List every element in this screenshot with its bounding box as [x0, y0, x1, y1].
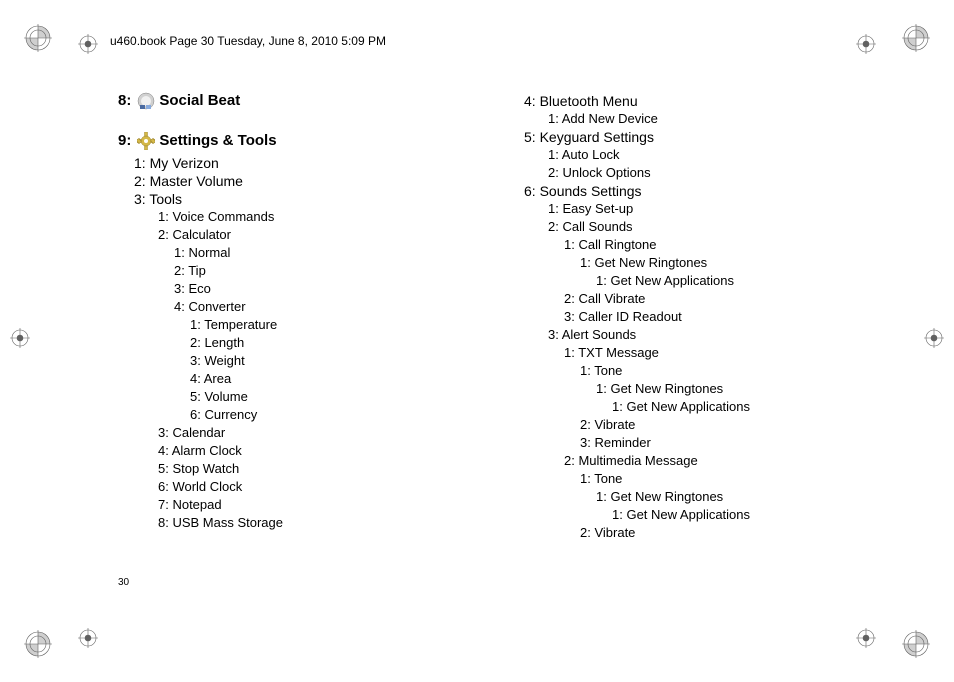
item-get-new-ringtones-1: 1: Get New Ringtones — [580, 254, 868, 272]
item-call-vibrate: 2: Call Vibrate — [564, 290, 868, 308]
section-9-heading: 9: Settings & Tools — [118, 132, 428, 150]
item-bluetooth-menu: 4: Bluetooth Menu — [524, 92, 868, 110]
crop-mark-br-inner — [856, 628, 876, 648]
crop-mark-bl-inner — [78, 628, 98, 648]
left-column: 8: Social Beat 9: Settings & Tools 1: My… — [118, 92, 428, 532]
item-keyguard-settings: 5: Keyguard Settings — [524, 128, 868, 146]
crop-mark-br — [902, 630, 930, 658]
item-easy-setup: 1: Easy Set-up — [548, 200, 868, 218]
item-txt-tone: 1: Tone — [580, 362, 868, 380]
item-alert-sounds: 3: Alert Sounds — [548, 326, 868, 344]
crop-mark-tl — [24, 24, 52, 52]
item-calendar: 3: Calendar — [158, 424, 428, 442]
crop-mark-bl — [24, 630, 52, 658]
crop-mark-tr — [902, 24, 930, 52]
settings-gear-icon — [137, 132, 155, 150]
social-beat-icon — [137, 92, 155, 110]
item-auto-lock: 1: Auto Lock — [548, 146, 868, 164]
item-txt-message: 1: TXT Message — [564, 344, 868, 362]
item-world-clock: 6: World Clock — [158, 478, 428, 496]
item-calculator: 2: Calculator — [158, 226, 428, 244]
crop-mark-tr-inner — [856, 34, 876, 54]
right-column: 4: Bluetooth Menu 1: Add New Device 5: K… — [508, 92, 868, 542]
item-calc-normal: 1: Normal — [174, 244, 428, 262]
item-get-new-ringtones-3: 1: Get New Ringtones — [596, 488, 868, 506]
item-caller-id-readout: 3: Caller ID Readout — [564, 308, 868, 326]
item-unlock-options: 2: Unlock Options — [548, 164, 868, 182]
item-get-new-applications-1: 1: Get New Applications — [596, 272, 868, 290]
item-master-volume: 2: Master Volume — [134, 172, 428, 190]
item-conv-volume: 5: Volume — [190, 388, 428, 406]
item-call-sounds: 2: Call Sounds — [548, 218, 868, 236]
item-add-new-device: 1: Add New Device — [548, 110, 868, 128]
item-multimedia-message: 2: Multimedia Message — [564, 452, 868, 470]
item-conv-temperature: 1: Temperature — [190, 316, 428, 334]
item-get-new-applications-2: 1: Get New Applications — [612, 398, 868, 416]
page-number: 30 — [118, 577, 129, 588]
item-alarm-clock: 4: Alarm Clock — [158, 442, 428, 460]
header-text: u460.book Page 30 Tuesday, June 8, 2010 … — [110, 34, 386, 48]
item-txt-vibrate: 2: Vibrate — [580, 416, 868, 434]
item-tools: 3: Tools — [134, 190, 428, 208]
item-conv-length: 2: Length — [190, 334, 428, 352]
item-conv-currency: 6: Currency — [190, 406, 428, 424]
section-9-number: 9: — [118, 132, 131, 150]
section-8-number: 8: — [118, 92, 131, 110]
crop-mark-tl-inner — [78, 34, 98, 54]
item-stop-watch: 5: Stop Watch — [158, 460, 428, 478]
item-get-new-ringtones-2: 1: Get New Ringtones — [596, 380, 868, 398]
item-calc-eco: 3: Eco — [174, 280, 428, 298]
section-9-title: Settings & Tools — [159, 132, 276, 150]
item-calc-tip: 2: Tip — [174, 262, 428, 280]
section-8-heading: 8: Social Beat — [118, 92, 428, 110]
item-call-ringtone: 1: Call Ringtone — [564, 236, 868, 254]
section-8-title: Social Beat — [159, 92, 240, 110]
item-get-new-applications-3: 1: Get New Applications — [612, 506, 868, 524]
item-txt-reminder: 3: Reminder — [580, 434, 868, 452]
item-calc-converter: 4: Converter — [174, 298, 428, 316]
item-my-verizon: 1: My Verizon — [134, 154, 428, 172]
item-mm-vibrate: 2: Vibrate — [580, 524, 868, 542]
crop-mark-mr — [924, 328, 944, 348]
item-conv-area: 4: Area — [190, 370, 428, 388]
item-sounds-settings: 6: Sounds Settings — [524, 182, 868, 200]
item-mm-tone: 1: Tone — [580, 470, 868, 488]
item-notepad: 7: Notepad — [158, 496, 428, 514]
item-conv-weight: 3: Weight — [190, 352, 428, 370]
item-voice-commands: 1: Voice Commands — [158, 208, 428, 226]
item-usb-mass-storage: 8: USB Mass Storage — [158, 514, 428, 532]
crop-mark-ml — [10, 328, 30, 348]
